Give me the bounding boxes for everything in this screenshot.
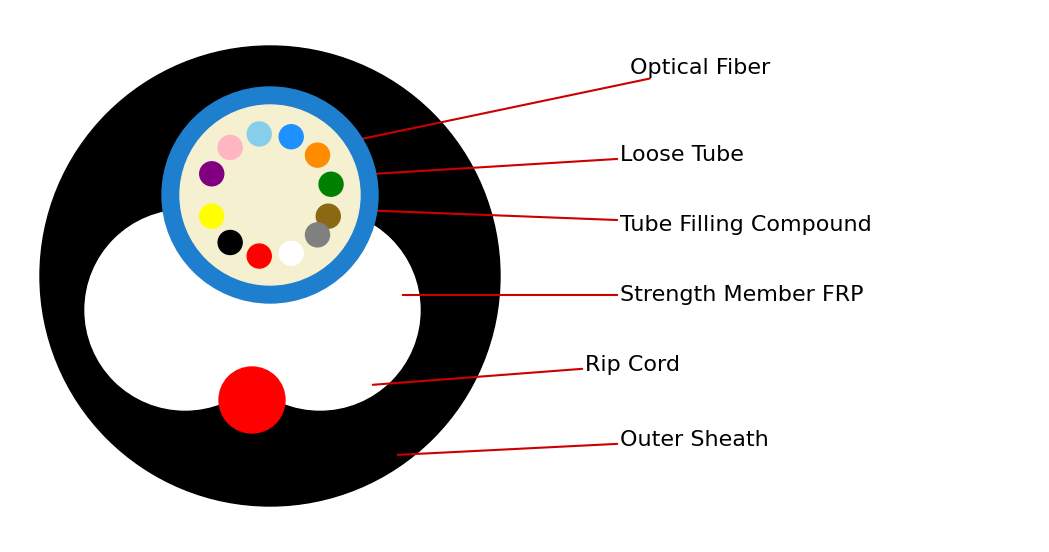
Text: Outer Sheath: Outer Sheath [398, 430, 769, 455]
Circle shape [279, 241, 303, 266]
Circle shape [279, 125, 303, 148]
Circle shape [316, 204, 340, 228]
Circle shape [40, 46, 500, 506]
Circle shape [199, 162, 223, 186]
Text: Optical Fiber: Optical Fiber [287, 58, 770, 155]
Circle shape [218, 135, 242, 160]
Circle shape [85, 210, 285, 410]
Circle shape [248, 122, 272, 146]
Circle shape [305, 223, 329, 247]
Circle shape [248, 244, 272, 268]
Circle shape [305, 143, 329, 167]
Circle shape [219, 367, 285, 433]
Circle shape [218, 231, 242, 254]
Circle shape [319, 172, 343, 196]
Text: Rip Cord: Rip Cord [372, 355, 680, 385]
Circle shape [162, 87, 378, 303]
Text: Tube Filling Compound: Tube Filling Compound [361, 210, 872, 235]
Circle shape [199, 204, 223, 228]
Text: Strength Member FRP: Strength Member FRP [403, 285, 863, 305]
Circle shape [220, 210, 420, 410]
Text: Loose Tube: Loose Tube [358, 145, 744, 175]
Circle shape [180, 105, 360, 285]
